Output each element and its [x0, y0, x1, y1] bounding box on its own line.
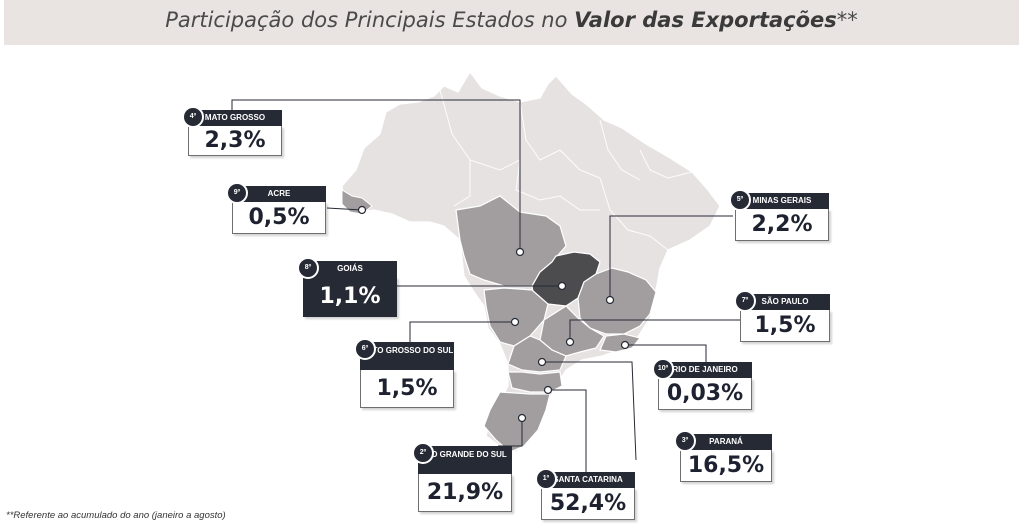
- rank-badge: 2º: [412, 442, 434, 464]
- rio-grande-do-sul-state: [483, 391, 551, 453]
- state-name: ACRE: [232, 186, 326, 202]
- leader-lines: [231, 99, 740, 474]
- state-name: GOIÁS: [303, 261, 397, 277]
- rank-badge: 8º: [297, 257, 319, 279]
- page-title: Participação dos Principais Estados no V…: [4, 8, 1019, 32]
- rank-badge: 5º: [729, 189, 751, 211]
- rank-badge: 9º: [226, 182, 248, 204]
- rank-badge: 3º: [674, 430, 696, 452]
- state-value: 0,03%: [658, 378, 752, 410]
- title-bar: Participação dos Principais Estados no V…: [4, 0, 1019, 45]
- rank-badge: 1º: [535, 468, 557, 490]
- footnote: **Referente ao acumulado do ano (janeiro…: [6, 510, 226, 521]
- state-value: 1,1%: [303, 277, 397, 317]
- rank-badge: 7º: [734, 290, 756, 312]
- title-bold: Valor das Exportações: [574, 8, 837, 32]
- state-value: 21,9%: [418, 474, 512, 512]
- minas-gerais-state: [577, 267, 657, 335]
- map-dots: [357, 205, 630, 423]
- state-name: MINAS GERAIS: [735, 193, 829, 209]
- state-value: 16,5%: [680, 450, 772, 482]
- state-value: 1,5%: [360, 370, 454, 408]
- state-value: 1,5%: [740, 310, 830, 342]
- goias-state: [531, 251, 601, 307]
- state-name: RIO DE JANEIRO: [658, 362, 752, 378]
- state-name: SÃO PAULO: [740, 294, 830, 310]
- title-suffix: **: [836, 8, 858, 32]
- rank-badge: 6º: [354, 338, 376, 360]
- state-value: 0,5%: [232, 202, 326, 234]
- state-value: 2,2%: [735, 209, 829, 241]
- state-value: 52,4%: [541, 488, 635, 520]
- state-name: PARANÁ: [680, 434, 772, 450]
- state-name: SANTA CATARINA: [541, 472, 635, 488]
- state-value: 2,3%: [188, 126, 282, 156]
- state-name: MATO GROSSO: [188, 110, 282, 126]
- rank-badge: 10º: [652, 358, 674, 380]
- rio-de-janeiro-state: [599, 333, 642, 353]
- rank-badge: 4º: [182, 106, 204, 128]
- title-prefix: Participação dos Principais Estados no: [165, 8, 575, 32]
- santa-catarina-state: [507, 371, 563, 393]
- state-borders: [439, 89, 693, 251]
- parana-state: [507, 335, 567, 373]
